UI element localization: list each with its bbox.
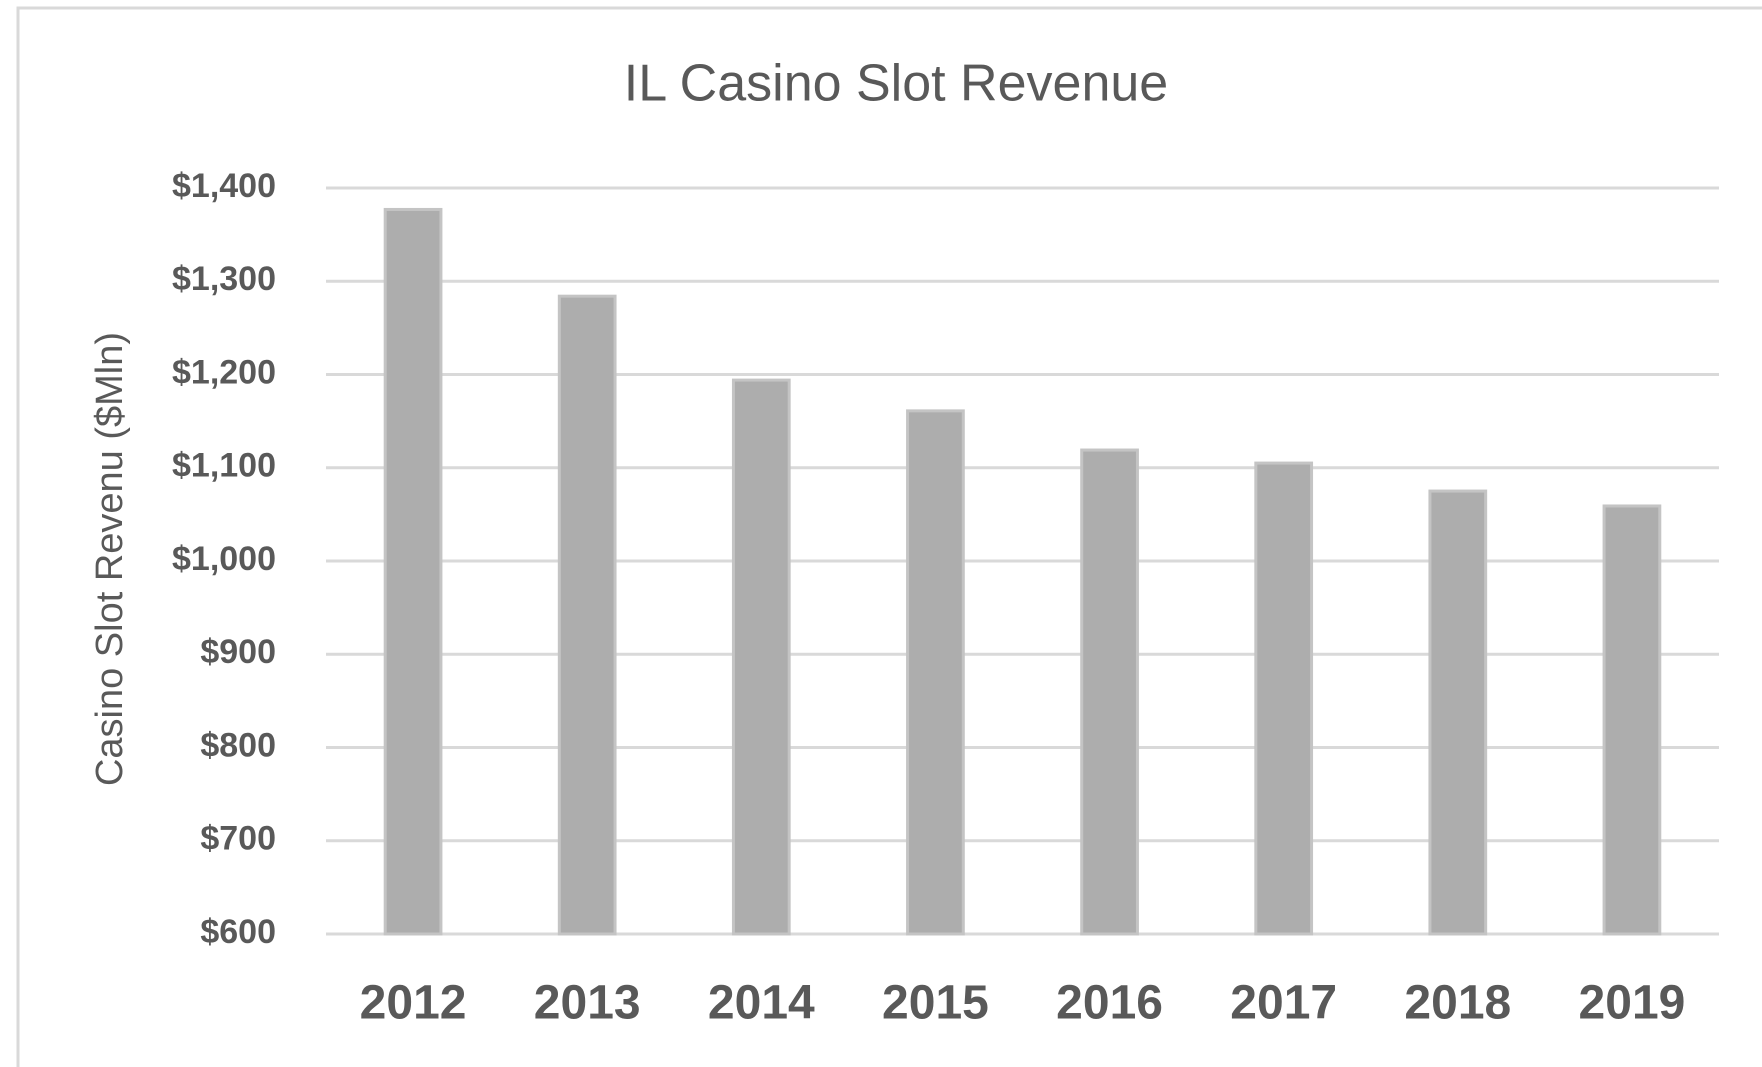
bar	[1428, 489, 1488, 936]
bar	[906, 409, 965, 936]
bar	[1080, 448, 1139, 936]
y-tick-label: $1,300	[172, 260, 276, 298]
bar	[1602, 504, 1662, 936]
bar	[383, 207, 443, 936]
y-tick-label: $1,000	[172, 540, 276, 578]
x-tick-label: 2013	[534, 977, 641, 1030]
chart-title: IL Casino Slot Revenue	[624, 55, 1168, 113]
y-tick-label: $900	[200, 633, 276, 671]
y-tick-label: $800	[200, 726, 276, 764]
y-tick-label: $1,100	[172, 447, 276, 485]
y-tick-label: $600	[200, 913, 276, 951]
x-tick-label: 2015	[882, 977, 989, 1030]
y-axis-label: Casino Slot Revenu ($Mln)	[89, 332, 131, 786]
y-tick-label: $1,200	[172, 353, 276, 391]
x-tick-label: 2016	[1056, 977, 1163, 1030]
y-tick-label: $1,400	[172, 167, 276, 205]
x-tick-label: 2014	[708, 977, 815, 1030]
x-tick-label: 2012	[360, 977, 467, 1030]
x-tick-label: 2018	[1404, 977, 1511, 1030]
bar	[731, 378, 791, 936]
chart-border	[16, 6, 1762, 1067]
x-tick-label: 2019	[1579, 977, 1686, 1030]
x-tick-label: 2017	[1230, 977, 1337, 1030]
bar	[557, 294, 617, 936]
y-tick-label: $700	[200, 820, 276, 858]
bar	[1254, 461, 1314, 936]
